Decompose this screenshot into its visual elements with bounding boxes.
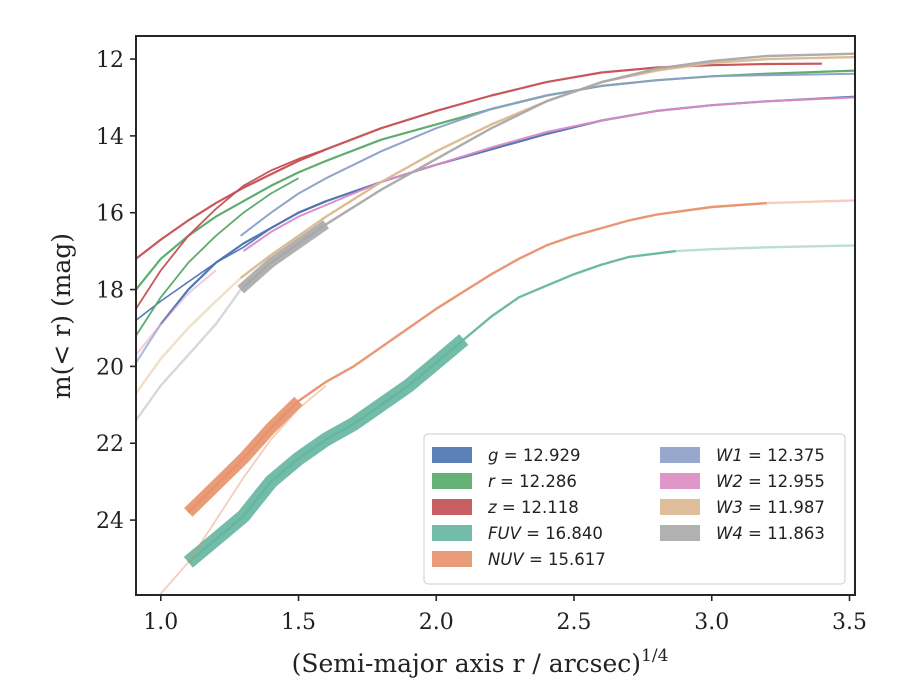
series-g2-line	[136, 200, 327, 321]
series-r2	[136, 177, 299, 337]
series-w3	[136, 55, 855, 394]
series-w1	[240, 72, 855, 237]
legend-swatch	[432, 551, 472, 567]
x-tick-label: 2.0	[419, 610, 454, 635]
x-tick-label: 1.0	[143, 610, 178, 635]
series-w2-line	[242, 96, 855, 252]
legend-label: W1 = 12.375	[716, 446, 825, 465]
x-tick-label: 1.5	[281, 610, 316, 635]
legend: g = 12.929 r = 12.286 z = 12.118 FUV = 16.8…	[423, 433, 846, 585]
legend-item-r: r = 12.286	[432, 472, 577, 491]
series-z2	[136, 148, 327, 310]
legend-swatch	[660, 499, 700, 515]
y-tick-label: 18	[96, 279, 124, 304]
legend-label: NUV = 15.617	[488, 550, 606, 569]
legend-item-NUV: NUV = 15.617	[432, 550, 606, 569]
series-nuv2-extrapolated	[158, 384, 327, 595]
x-axis-label-exponent: 1/4	[641, 646, 668, 666]
y-tick-label: 16	[96, 202, 124, 227]
series-w3-line	[239, 55, 855, 279]
legend-swatch	[660, 525, 700, 541]
y-tick-label: 12	[96, 48, 124, 73]
legend-item-g: g = 12.929	[432, 446, 581, 465]
legend-item-W2: W2 = 12.955	[660, 472, 825, 491]
series-r2-line	[136, 177, 299, 337]
y-tick-label: 24	[96, 509, 124, 534]
legend-item-FUV: FUV = 16.840	[432, 524, 603, 543]
plot-curves	[136, 52, 855, 595]
series-z2-line	[136, 148, 327, 310]
legend-label: W4 = 11.863	[716, 524, 825, 543]
y-axis-label: m(< r) (mag)	[47, 233, 76, 399]
series-w3-extrapolated	[136, 277, 242, 394]
legend-item-W3: W3 = 11.987	[660, 498, 825, 517]
series-g-extrapolated	[136, 323, 162, 364]
x-axis-label-main: (Semi-major axis r / arcsec)	[292, 649, 641, 678]
series-g	[136, 95, 855, 364]
series-w2-extrapolated	[136, 269, 217, 356]
y-tick-label: 20	[96, 355, 124, 380]
series-w2	[136, 96, 855, 356]
y-axis: 12 14 16 18 20 22 24	[96, 48, 136, 534]
legend-item-W4: W4 = 11.863	[660, 524, 825, 543]
series-nuv	[184, 199, 855, 517]
x-tick-label: 2.5	[557, 610, 592, 635]
series-w4-line	[239, 52, 855, 291]
legend-box	[423, 433, 846, 585]
legend-label: W3 = 11.987	[716, 498, 825, 517]
legend-swatch	[432, 447, 472, 463]
legend-label: W2 = 12.955	[716, 472, 825, 491]
legend-label: g = 12.929	[488, 446, 581, 465]
legend-swatch	[432, 525, 472, 541]
legend-item-z: z = 12.118	[432, 498, 579, 517]
x-axis: 1.0 1.5 2.0 2.5 3.0 3.5	[143, 595, 867, 635]
legend-label: r = 12.286	[488, 472, 577, 491]
legend-label: z = 12.118	[487, 498, 579, 517]
legend-item-W1: W1 = 12.375	[660, 446, 825, 465]
legend-label: FUV = 16.840	[488, 524, 603, 543]
series-w4	[136, 52, 855, 421]
series-nuv2	[158, 384, 327, 595]
legend-swatch	[660, 473, 700, 489]
legend-swatch	[432, 499, 472, 515]
y-tick-label: 22	[96, 432, 124, 457]
y-tick-label: 14	[96, 125, 124, 150]
legend-swatch	[660, 447, 700, 463]
series-fuv	[183, 244, 855, 568]
series-nuv-extrapolated-tail	[766, 199, 855, 205]
series-g-line	[159, 95, 855, 325]
x-axis-label: (Semi-major axis r / arcsec)1/4	[292, 646, 669, 678]
x-tick-label: 3.5	[832, 610, 867, 635]
legend-swatch	[432, 473, 472, 489]
x-tick-label: 3.0	[694, 610, 729, 635]
series-g2	[136, 200, 327, 321]
series-fuv-line	[187, 249, 677, 564]
series-nuv-line	[187, 201, 767, 514]
series-z-line	[136, 62, 822, 260]
series-w1-line	[240, 72, 855, 237]
series-fuv-extrapolated-tail	[675, 244, 855, 253]
series-w4-extrapolated	[136, 288, 242, 421]
plot-frame	[135, 35, 856, 596]
series-z	[136, 62, 822, 260]
